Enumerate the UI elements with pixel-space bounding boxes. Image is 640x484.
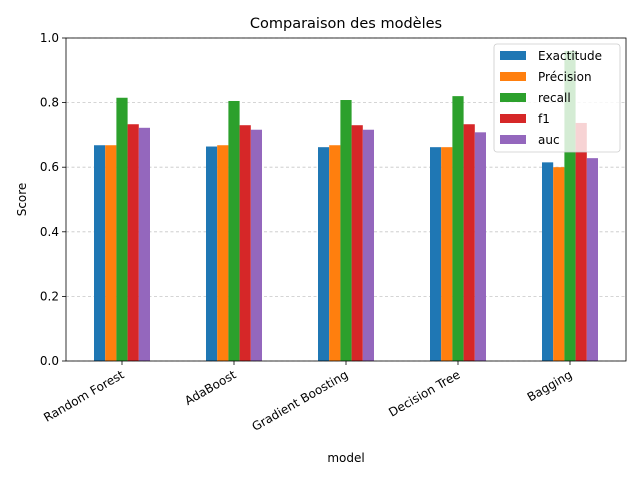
y-axis-label: Score bbox=[15, 183, 29, 217]
x-tick-label: Decision Tree bbox=[386, 367, 462, 419]
bar bbox=[206, 146, 218, 361]
bar bbox=[340, 100, 352, 362]
bar bbox=[430, 147, 442, 361]
legend-label: Précision bbox=[538, 70, 592, 84]
y-tick-label: 0.4 bbox=[40, 225, 59, 239]
x-tick-label: Gradient Boosting bbox=[250, 367, 351, 433]
bar bbox=[127, 124, 139, 361]
bar bbox=[564, 50, 576, 362]
bar bbox=[94, 145, 106, 361]
bar bbox=[362, 129, 374, 361]
legend-label: auc bbox=[538, 133, 560, 147]
legend-swatch bbox=[500, 72, 526, 81]
legend-label: f1 bbox=[538, 112, 550, 126]
bar bbox=[116, 97, 128, 361]
bars bbox=[94, 50, 598, 362]
bar bbox=[463, 124, 475, 361]
legend-swatch bbox=[500, 135, 526, 144]
bar bbox=[441, 147, 453, 361]
legend-swatch bbox=[500, 114, 526, 123]
x-tick-label: Random Forest bbox=[41, 367, 126, 424]
bar bbox=[575, 122, 587, 361]
plot-frame bbox=[65, 37, 627, 362]
legend: Exactitude Précision recall f1 auc bbox=[493, 43, 621, 153]
chart-title: Comparaison des modèles bbox=[250, 16, 442, 32]
y-tick-label: 1.0 bbox=[40, 31, 59, 45]
bar bbox=[228, 100, 240, 362]
bar bbox=[250, 129, 262, 361]
bar bbox=[474, 132, 486, 361]
y-tick-label: 0.2 bbox=[40, 289, 59, 303]
y-tick-label: 0.0 bbox=[40, 354, 59, 368]
x-axis-label: model bbox=[327, 451, 364, 465]
bar bbox=[239, 125, 251, 362]
bar bbox=[217, 145, 229, 361]
bar bbox=[105, 145, 117, 361]
x-tick-label: Bagging bbox=[525, 367, 575, 404]
legend-box bbox=[493, 43, 621, 153]
bar bbox=[542, 162, 554, 361]
y-tick-label: 0.8 bbox=[40, 96, 59, 110]
legend-label: recall bbox=[538, 91, 571, 105]
bar bbox=[329, 145, 341, 361]
legend-swatch bbox=[500, 51, 526, 60]
bar bbox=[138, 127, 150, 361]
bar bbox=[553, 167, 565, 361]
x-tick-label: AdaBoost bbox=[182, 367, 238, 408]
bar bbox=[452, 96, 464, 361]
legend-label: Exactitude bbox=[538, 49, 602, 63]
legend-swatch bbox=[500, 93, 526, 102]
y-tick-label: 0.6 bbox=[40, 160, 59, 174]
bar bbox=[351, 125, 363, 362]
bar bbox=[318, 147, 330, 361]
bar bbox=[586, 158, 598, 361]
